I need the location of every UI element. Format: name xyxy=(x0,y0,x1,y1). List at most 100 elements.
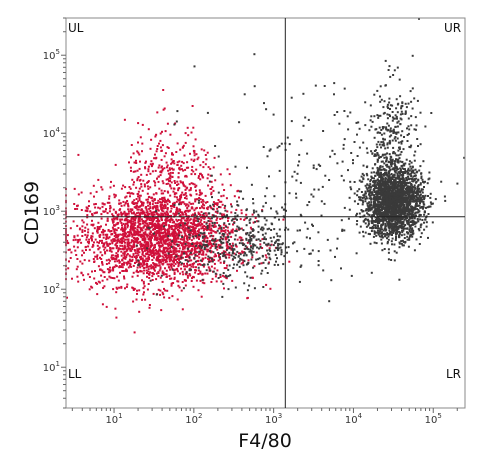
event-dot xyxy=(218,224,220,227)
event-dot xyxy=(143,263,146,266)
event-dot xyxy=(184,185,187,188)
event-dot xyxy=(177,235,180,238)
event-dot xyxy=(160,228,163,231)
event-dot xyxy=(285,246,288,249)
event-dot xyxy=(375,220,378,223)
event-dot xyxy=(163,225,165,228)
event-dot xyxy=(400,165,403,168)
event-dot xyxy=(113,257,115,260)
event-dot xyxy=(120,250,123,253)
event-dot xyxy=(236,269,238,272)
event-dot xyxy=(84,226,87,229)
event-dot xyxy=(193,262,196,265)
event-dot xyxy=(188,209,191,212)
event-dot xyxy=(198,199,200,202)
event-dot xyxy=(167,245,170,248)
event-dot xyxy=(246,241,249,244)
event-dot xyxy=(175,225,178,227)
event-dot xyxy=(157,209,160,212)
event-dot xyxy=(199,164,202,167)
event-dot xyxy=(97,280,100,283)
event-dot xyxy=(180,164,183,167)
event-dot xyxy=(195,244,198,247)
event-dot xyxy=(190,173,193,176)
event-dot xyxy=(374,202,377,205)
event-dot xyxy=(391,158,394,161)
event-dot xyxy=(161,272,164,274)
event-dot xyxy=(244,245,247,248)
event-dot xyxy=(202,229,205,232)
event-dot xyxy=(139,235,142,238)
event-dot xyxy=(80,209,83,211)
event-dot xyxy=(76,241,79,244)
event-dot xyxy=(398,234,400,237)
event-dot xyxy=(165,246,168,249)
event-dot xyxy=(148,304,151,306)
event-dot xyxy=(407,221,410,224)
event-dot xyxy=(147,187,150,190)
event-dot xyxy=(410,144,413,147)
event-dot xyxy=(136,240,139,243)
event-dot xyxy=(379,201,382,204)
event-dot xyxy=(100,258,103,260)
event-dot xyxy=(209,250,211,253)
event-dot xyxy=(161,168,164,171)
event-dot xyxy=(293,241,296,244)
event-dot xyxy=(353,200,356,203)
event-dot xyxy=(226,210,229,213)
event-dot xyxy=(224,274,227,277)
event-dot xyxy=(158,164,161,167)
event-dot xyxy=(176,298,179,301)
event-dot xyxy=(135,257,138,260)
event-dot xyxy=(409,231,412,234)
event-dot xyxy=(185,271,188,274)
event-dot xyxy=(131,286,134,289)
event-dot xyxy=(317,250,320,253)
event-dot xyxy=(178,166,181,169)
event-dot xyxy=(198,250,201,253)
event-dot xyxy=(166,203,169,206)
event-dot xyxy=(156,145,159,147)
event-dot xyxy=(159,139,162,142)
event-dot xyxy=(186,207,189,209)
event-dot xyxy=(147,128,150,131)
event-dot xyxy=(252,245,255,248)
event-dot xyxy=(230,245,233,247)
event-dot xyxy=(268,253,271,256)
event-dot xyxy=(84,246,87,249)
event-dot xyxy=(169,268,172,271)
event-dot xyxy=(186,227,189,230)
event-dot xyxy=(148,248,151,250)
event-dot xyxy=(128,191,131,194)
event-dot xyxy=(129,249,132,252)
event-dot xyxy=(166,207,169,209)
event-dot xyxy=(265,243,268,246)
event-dot xyxy=(196,234,199,237)
event-dot xyxy=(80,241,83,244)
event-dot xyxy=(375,172,378,175)
event-dot xyxy=(392,187,395,190)
event-dot xyxy=(210,234,213,237)
event-dot xyxy=(77,280,80,283)
event-dot xyxy=(189,218,192,221)
event-dot xyxy=(275,240,278,243)
event-dot xyxy=(390,192,392,195)
event-dot xyxy=(261,209,264,212)
event-dot xyxy=(184,234,187,237)
event-dot xyxy=(123,247,126,249)
event-dot xyxy=(125,222,127,225)
event-dot xyxy=(209,167,212,170)
event-dot xyxy=(179,255,182,258)
event-dot xyxy=(299,229,301,232)
event-dot xyxy=(166,228,169,231)
event-dot xyxy=(172,190,175,193)
event-dot xyxy=(210,260,213,263)
event-dot xyxy=(87,273,90,276)
event-dot xyxy=(199,172,202,175)
event-dot xyxy=(159,260,162,263)
event-dot xyxy=(132,289,135,291)
event-dot xyxy=(167,266,170,269)
event-dot xyxy=(123,255,126,258)
event-dot xyxy=(417,178,420,181)
event-dot xyxy=(106,219,109,222)
